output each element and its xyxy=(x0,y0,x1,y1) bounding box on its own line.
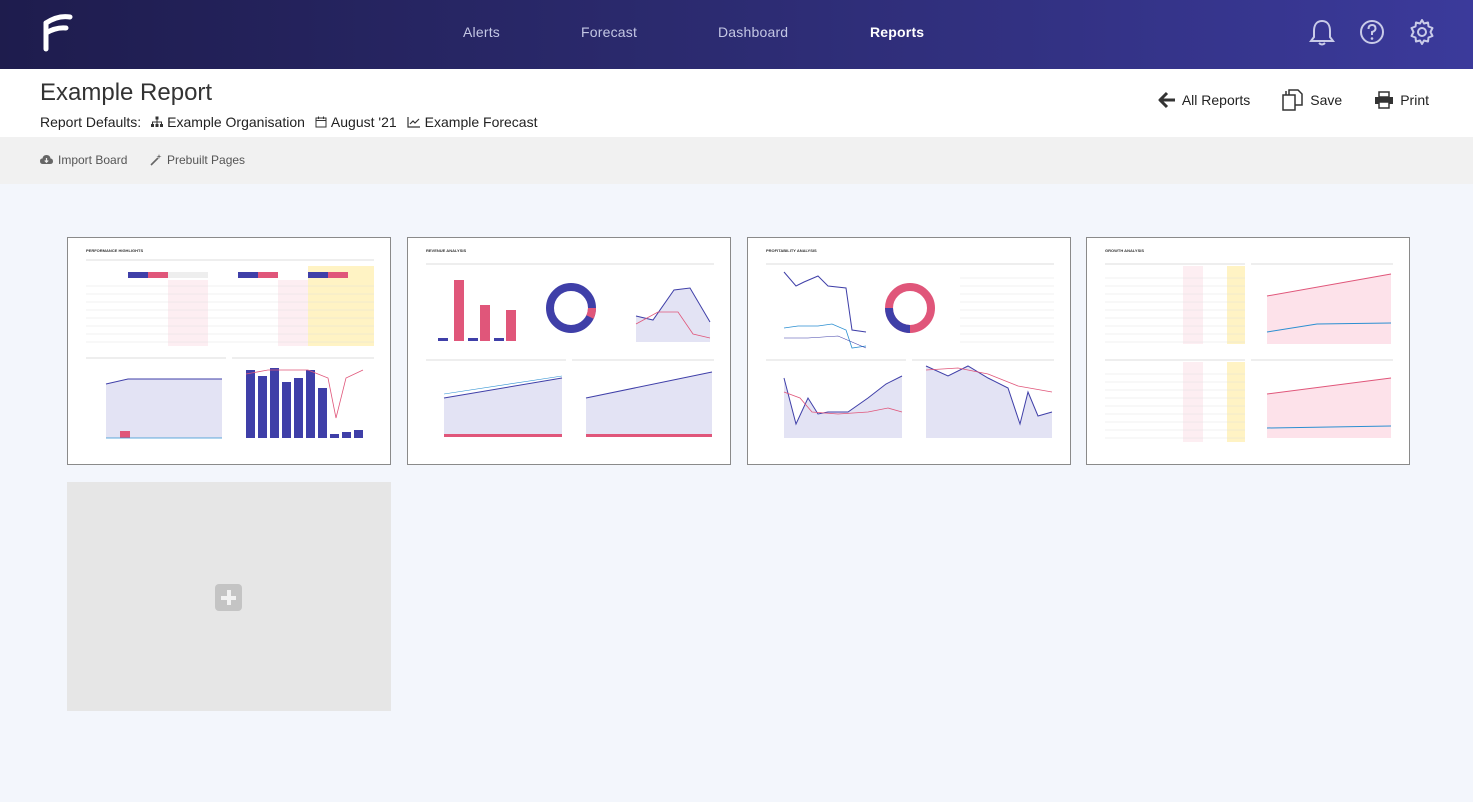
copy-icon xyxy=(1282,89,1304,111)
calendar-icon xyxy=(315,116,327,128)
add-page-tile[interactable] xyxy=(67,482,391,711)
report-actions: All Reports Save Print xyxy=(1126,89,1429,111)
report-header: Example Report Report Defaults: Example … xyxy=(0,69,1473,137)
report-page-thumbnail[interactable]: REVENUE ANALYSIS xyxy=(407,237,731,465)
report-toolbar: Import Board Prebuilt Pages xyxy=(0,137,1473,184)
save-label: Save xyxy=(1310,92,1343,108)
report-defaults-label: Report Defaults: xyxy=(40,114,142,130)
growth-thumbnail-preview xyxy=(1105,263,1393,442)
all-reports-label: All Reports xyxy=(1181,92,1251,108)
performance-thumbnail-preview xyxy=(86,259,374,439)
all-reports-button[interactable]: All Reports xyxy=(1158,91,1250,109)
prebuilt-pages-label: Prebuilt Pages xyxy=(167,153,246,167)
profitability-thumbnail-preview xyxy=(766,263,1054,438)
page-title-label: PROFITABILITY ANALYSIS xyxy=(766,248,817,253)
import-board-label: Import Board xyxy=(58,153,128,167)
bell-icon[interactable] xyxy=(1308,17,1336,47)
forecast-selector[interactable]: Example Forecast xyxy=(407,114,538,130)
page-title-label: PERFORMANCE HIGHLIGHTS xyxy=(86,248,144,253)
help-icon[interactable] xyxy=(1358,17,1386,47)
page-title-label: GROWTH ANALYSIS xyxy=(1105,248,1145,253)
line-chart-icon xyxy=(407,117,420,128)
report-page-thumbnail[interactable]: GROWTH ANALYSIS xyxy=(1086,237,1410,465)
nav-alerts[interactable]: Alerts xyxy=(463,24,500,40)
period-selector[interactable]: August '21 xyxy=(315,114,397,130)
printer-icon xyxy=(1375,91,1394,109)
forecast-label: Example Forecast xyxy=(424,114,538,130)
import-board-button[interactable]: Import Board xyxy=(40,153,127,167)
report-page-thumbnail[interactable]: PROFITABILITY ANALYSIS xyxy=(747,237,1071,465)
cloud-download-icon xyxy=(40,155,53,164)
arrow-left-icon xyxy=(1158,91,1175,109)
top-nav-bar: Alerts Forecast Dashboard Reports xyxy=(0,0,1473,69)
organisation-selector[interactable]: Example Organisation xyxy=(151,114,305,130)
plus-square-icon[interactable] xyxy=(215,584,242,611)
magic-wand-icon xyxy=(150,154,162,166)
sitemap-icon xyxy=(151,116,164,127)
save-button[interactable]: Save xyxy=(1282,89,1342,111)
organisation-label: Example Organisation xyxy=(167,114,305,130)
page-title-label: REVENUE ANALYSIS xyxy=(426,248,467,253)
report-page-thumbnail[interactable]: PERFORMANCE HIGHLIGHTS xyxy=(67,237,391,465)
nav-forecast[interactable]: Forecast xyxy=(581,24,638,40)
revenue-thumbnail-preview xyxy=(426,263,714,437)
period-label: August '21 xyxy=(330,114,397,130)
nav-reports[interactable]: Reports xyxy=(870,24,925,40)
app-logo[interactable] xyxy=(40,13,76,53)
print-label: Print xyxy=(1400,92,1429,108)
nav-dashboard[interactable]: Dashboard xyxy=(718,24,789,40)
print-button[interactable]: Print xyxy=(1374,91,1429,109)
report-defaults: Report Defaults: Example Organisation Au… xyxy=(40,114,537,130)
page-title[interactable]: Example Report xyxy=(40,79,213,106)
prebuilt-pages-button[interactable]: Prebuilt Pages xyxy=(150,153,245,167)
gear-icon[interactable] xyxy=(1408,17,1436,47)
